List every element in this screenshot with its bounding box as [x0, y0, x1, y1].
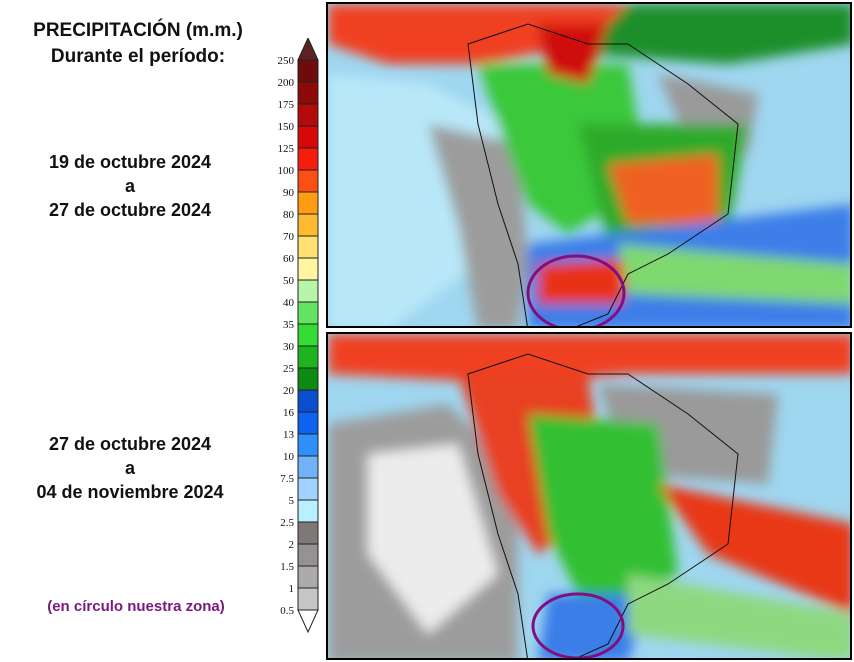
- colorbar-tick-label: 2.5: [280, 517, 294, 529]
- colorbar-segment: [297, 543, 319, 567]
- colorbar-tick-label: 0.5: [280, 605, 294, 617]
- period-1-end: 27 de octubre 2024: [48, 200, 212, 220]
- colorbar-tick-label: 100: [278, 165, 295, 177]
- colorbar-tick-label: 13: [283, 429, 295, 441]
- period-2-sep: a: [124, 458, 135, 478]
- colorbar-segment: [297, 587, 319, 611]
- colorbar-tick-label: 250: [278, 55, 295, 67]
- map-2-svg: [328, 334, 850, 658]
- precipitation-map-period-2: [326, 332, 852, 660]
- colorbar-tick-label: 200: [278, 77, 295, 89]
- title-line-1: PRECIPITACIÓN (m.m.): [33, 20, 243, 41]
- colorbar-segment: [297, 279, 319, 303]
- colorbar-segment: [297, 367, 319, 391]
- precipitation-map-period-1: [326, 2, 852, 328]
- colorbar-segment: [297, 103, 319, 127]
- colorbar-tick-label: 35: [283, 319, 295, 331]
- colorbar-segment: [297, 345, 319, 369]
- precipitation-colorbar: 2502001751501251009080706050403530252016…: [278, 38, 319, 634]
- period-1-label: 19 de octubre 2024 a 27 de octubre 2024: [0, 150, 260, 222]
- zone-circle-2: [531, 592, 625, 658]
- colorbar-tick-label: 70: [283, 231, 295, 243]
- period-1-sep: a: [124, 176, 135, 196]
- colorbar-tick-label: 125: [278, 143, 295, 155]
- colorbar-tick-label: 175: [278, 99, 295, 111]
- colorbar-segment: [297, 433, 319, 457]
- colorbar-under-arrow: [297, 609, 319, 634]
- colorbar-tick-label: 1.5: [280, 561, 294, 573]
- period-1-start: 19 de octubre 2024: [48, 152, 212, 172]
- colorbar-segment: [297, 235, 319, 259]
- colorbar-over-arrow: [297, 38, 319, 61]
- colorbar-tick-label: 1: [289, 583, 295, 595]
- colorbar-segment: [297, 81, 319, 105]
- period-2-label: 27 de octubre 2024 a 04 de noviembre 202…: [0, 432, 260, 504]
- colorbar-segment: [297, 477, 319, 501]
- colorbar-tick-label: 30: [283, 341, 295, 353]
- colorbar-segment: [297, 125, 319, 149]
- colorbar-tick-label: 150: [278, 121, 295, 133]
- colorbar-tick-label: 60: [283, 253, 295, 265]
- colorbar-segment: [297, 169, 319, 193]
- colorbar-segment: [297, 411, 319, 435]
- colorbar-segment: [297, 565, 319, 589]
- colorbar-segment: [297, 499, 319, 523]
- colorbar-segment: [297, 257, 319, 281]
- colorbar-tick-label: 16: [283, 407, 295, 419]
- colorbar-tick-label: 25: [283, 363, 295, 375]
- colorbar-segment: [297, 455, 319, 479]
- colorbar-tick-label: 90: [283, 187, 295, 199]
- zone-note: (en círculo nuestra zona): [47, 598, 225, 615]
- period-2-start: 27 de octubre 2024: [48, 434, 212, 454]
- colorbar-segment: [297, 191, 319, 215]
- colorbar-tick-label: 50: [283, 275, 295, 287]
- colorbar-segment: [297, 213, 319, 237]
- period-2-end: 04 de noviembre 2024: [36, 482, 224, 502]
- colorbar-segment: [297, 521, 319, 545]
- colorbar-segment: [297, 59, 319, 83]
- colorbar-segment: [297, 323, 319, 347]
- colorbar-tick-label: 10: [283, 451, 295, 463]
- zone-circle-1: [526, 254, 626, 326]
- colorbar-tick-label: 20: [283, 385, 295, 397]
- colorbar-tick-label: 2: [289, 539, 295, 551]
- colorbar-tick-label: 80: [283, 209, 295, 221]
- chart-title: PRECIPITACIÓN (m.m.) Durante el período:: [8, 18, 268, 70]
- colorbar-segment: [297, 389, 319, 413]
- title-line-2: Durante el período:: [50, 46, 226, 67]
- colorbar-tick-label: 40: [283, 297, 295, 309]
- colorbar-segment: [297, 301, 319, 325]
- colorbar-tick-label: 5: [289, 495, 295, 507]
- colorbar-tick-label: 7.5: [280, 473, 294, 485]
- colorbar-segment: [297, 147, 319, 171]
- map-1-svg: [328, 4, 850, 326]
